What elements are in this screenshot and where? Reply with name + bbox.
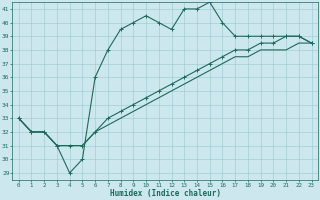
X-axis label: Humidex (Indice chaleur): Humidex (Indice chaleur) (110, 189, 220, 198)
